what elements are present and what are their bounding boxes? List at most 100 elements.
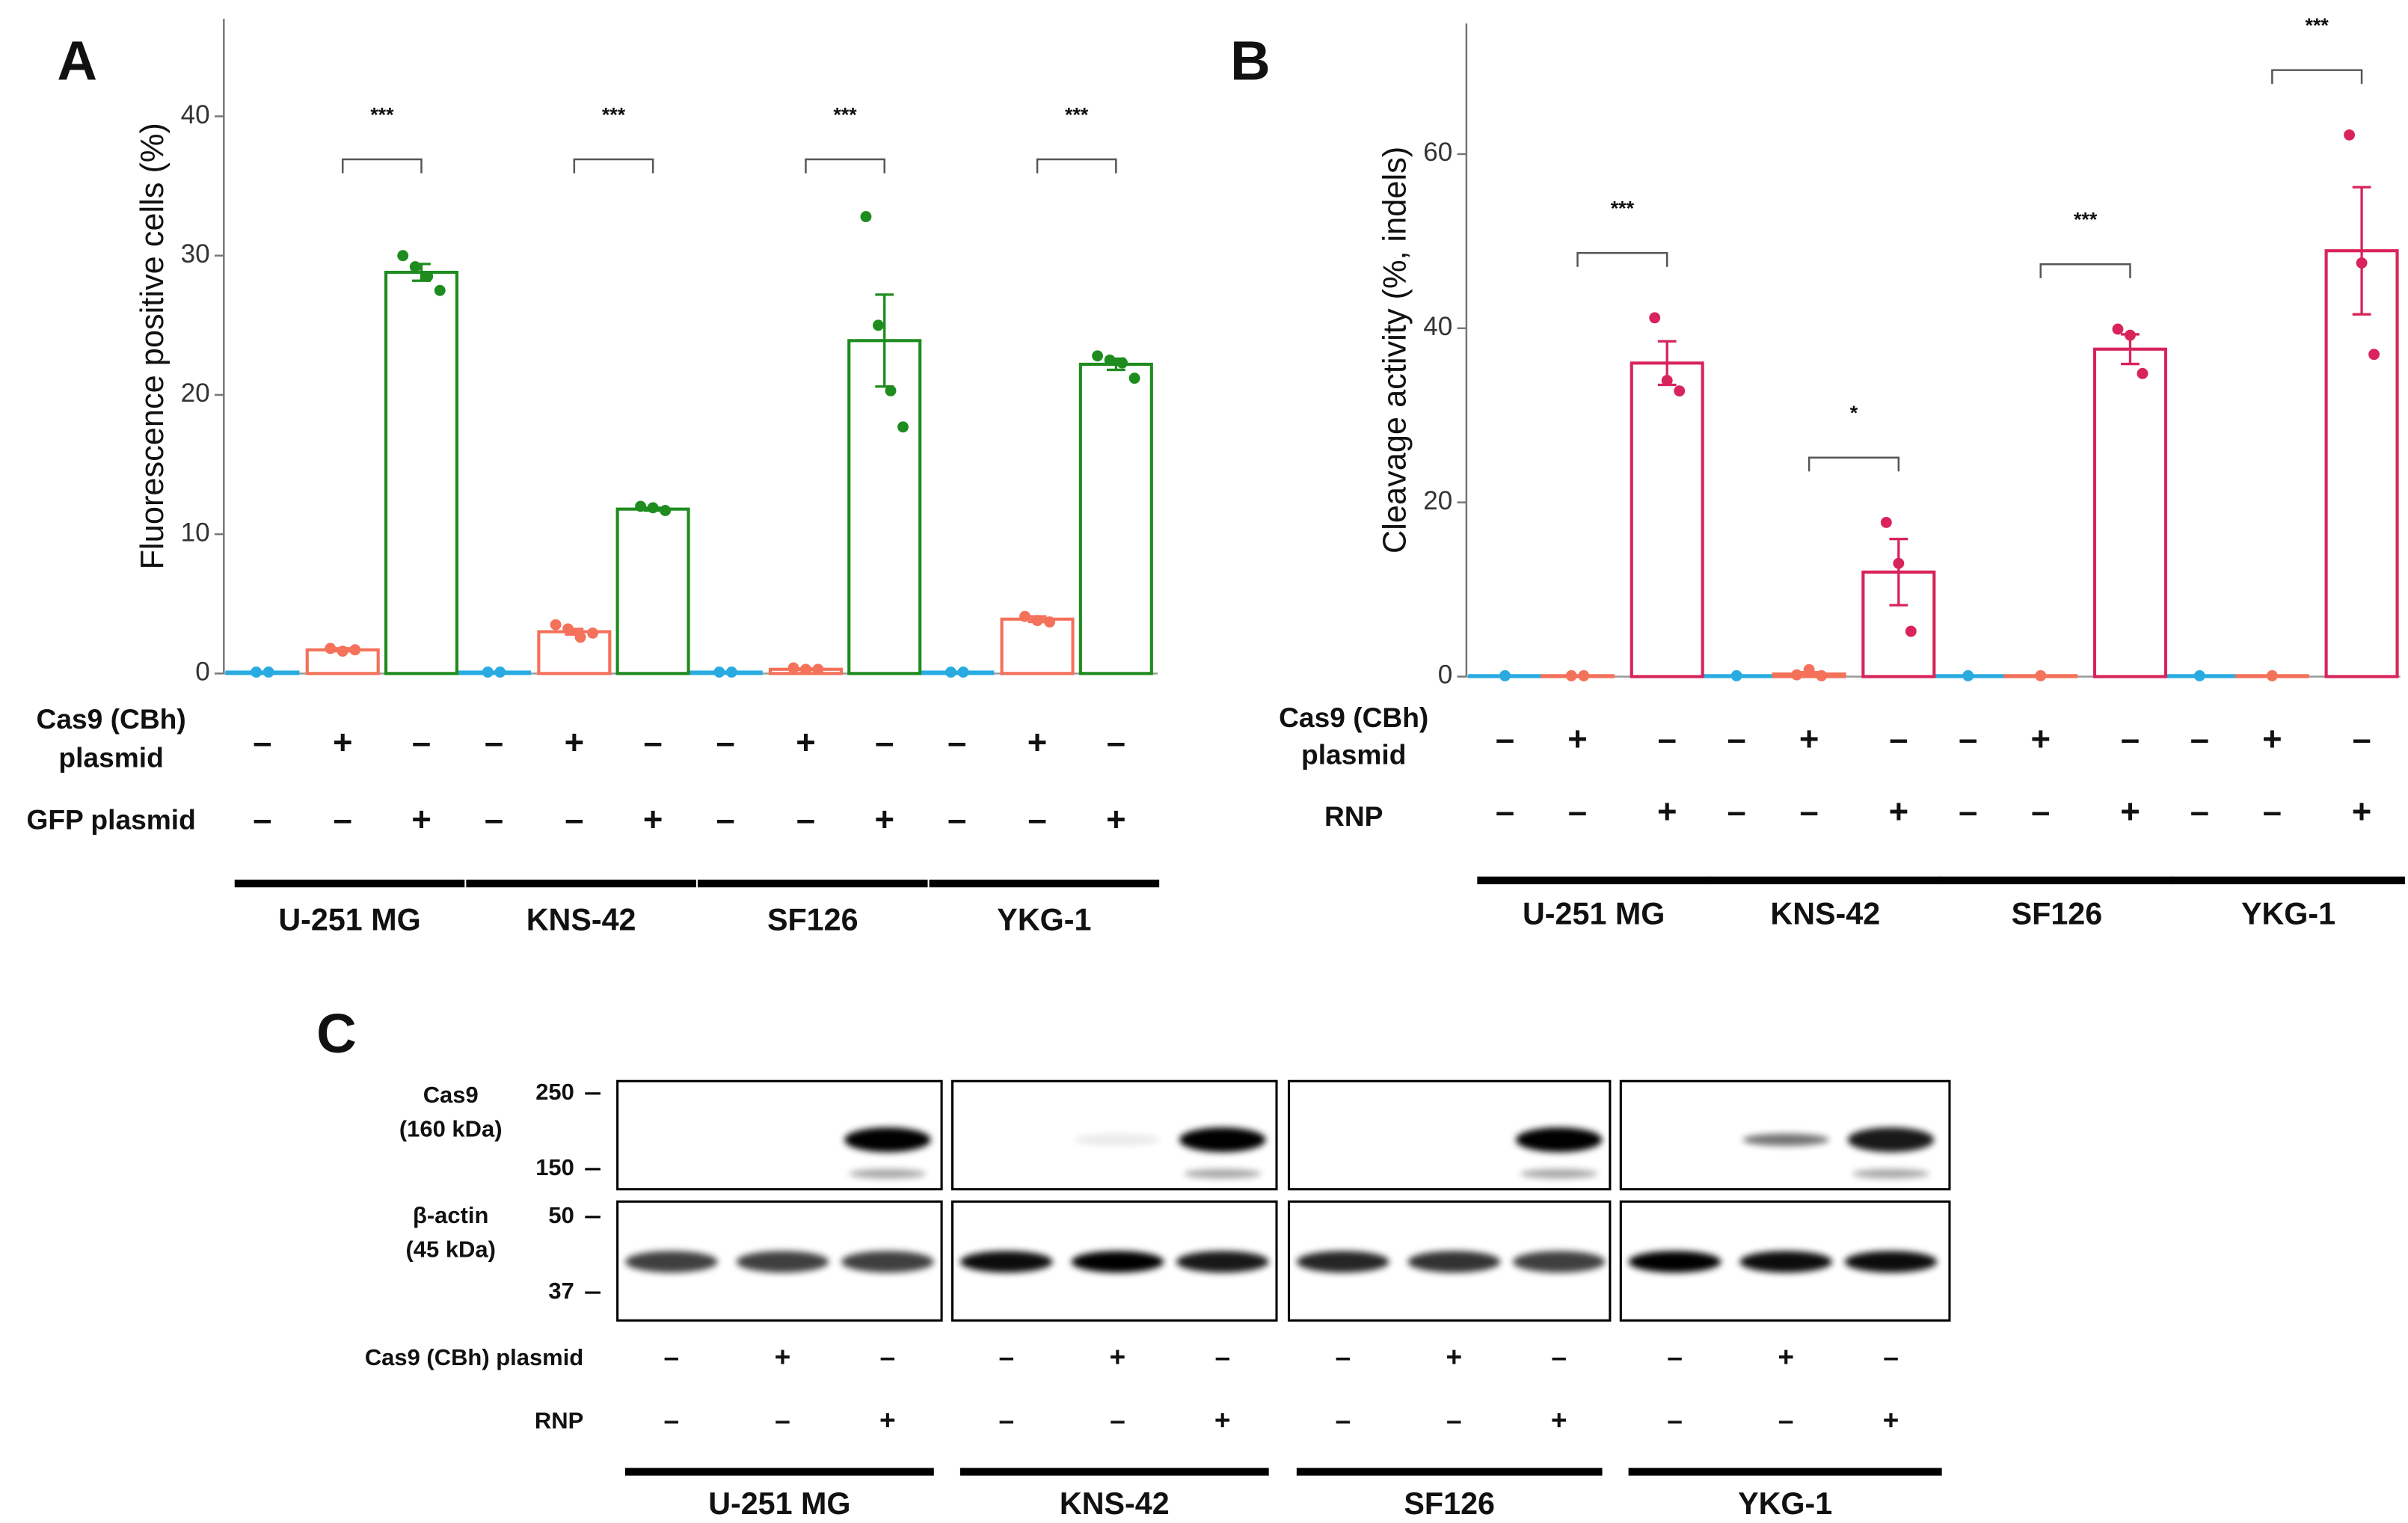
data-point [957,666,969,678]
data-point [2356,257,2368,269]
condition-sign: – [1446,1404,1462,1435]
data-point [482,666,494,678]
bar [2324,249,2399,678]
significance-label: *** [602,103,626,126]
condition-sign: – [998,1341,1014,1373]
condition-sign: – [1658,720,1677,758]
condition-sign: – [664,1404,680,1435]
blot-band [1847,1127,1935,1153]
blot-row-name: Cas9 [423,1082,479,1108]
blot-band [1184,1168,1262,1179]
condition-sign: – [1335,1404,1351,1435]
condition-label: RNP [1324,800,1383,832]
data-point [1893,557,1905,569]
condition-sign: + [565,723,585,761]
significance-label: *** [2074,209,2098,231]
condition-sign: – [2190,792,2209,830]
significance-label: * [1850,402,1858,424]
blot-band [1742,1133,1829,1146]
condition-sign: + [1883,1404,1899,1435]
condition-label: Cas9 (CBh) [1279,702,1428,733]
condition-sign: – [1496,792,1514,830]
condition-sign: – [775,1404,790,1435]
condition-sign: + [1657,792,1677,830]
data-point [2344,129,2355,141]
condition-sign: – [1889,720,1908,758]
significance-bracket [805,158,885,174]
x-tick-label: KNS-42 [1770,896,1880,931]
condition-sign: – [2121,720,2140,758]
condition-sign: – [334,800,352,839]
y-tick-label: 30 [181,239,210,269]
significance-label: *** [1611,197,1635,219]
data-point [1128,373,1140,384]
condition-sign: – [2031,792,2050,830]
blot-band [1176,1251,1269,1273]
group-underline [959,1468,1269,1476]
blot-band [624,1251,718,1273]
blot-band [1407,1251,1501,1273]
data-point [1816,669,1828,681]
condition-sign: + [796,723,816,761]
condition-sign: – [1778,1404,1794,1435]
condition-sign: – [1667,1341,1683,1373]
data-point [885,384,897,396]
group-underline [1477,876,1711,885]
condition-sign: – [485,723,503,761]
condition-sign: – [565,800,583,839]
data-point [1019,610,1031,622]
data-point [251,666,262,678]
data-point [1117,357,1128,369]
significance-label: *** [370,103,394,126]
y-tick-label: 0 [195,658,210,687]
condition-label: plasmid [1301,739,1406,770]
condition-sign: + [2352,792,2372,830]
condition-sign: – [643,723,662,761]
data-point [1661,375,1673,387]
data-point [873,319,884,331]
bar [847,339,922,675]
panel-letter: C [316,1002,357,1064]
significance-bracket [1036,158,1117,174]
group-underline [697,879,928,888]
y-tick-label: 20 [1423,486,1452,515]
group-underline [2172,876,2405,885]
bar [1630,361,1704,678]
bar [225,670,300,675]
y-tick-label: 60 [1423,138,1452,167]
data-point [2266,669,2278,681]
significance-bracket [2039,263,2131,278]
data-point [1044,616,1056,628]
y-axis-label: Cleavage activity (%, indels) [1377,147,1413,554]
condition-sign: – [253,723,271,761]
data-point [562,623,574,635]
x-tick-label: SF126 [767,903,859,937]
data-point [1791,669,1803,681]
condition-sign: + [874,800,894,839]
x-tick-label: YKG-1 [2241,896,2335,931]
significance-bracket [1576,251,1668,267]
condition-sign: – [1496,720,1514,758]
data-point [2125,329,2136,341]
blot-band [1179,1127,1266,1153]
condition-sign: – [716,723,734,761]
data-point [337,646,348,657]
condition-label: RNP [535,1408,583,1434]
condition-sign: – [998,1404,1014,1435]
bar [920,670,995,675]
data-point [494,666,506,678]
significance-bracket [2271,69,2363,85]
group-underline [1940,876,2174,885]
data-point [635,500,647,512]
data-point [262,666,274,678]
condition-sign: – [1107,723,1125,761]
condition-sign: – [1799,792,1818,830]
blot-band [844,1127,931,1153]
blot-band [736,1251,829,1273]
data-point [397,250,409,262]
condition-sign: – [1727,720,1745,758]
blot-band [959,1251,1053,1273]
condition-sign: – [412,723,431,761]
group-underline [1708,876,1942,885]
group-underline [466,879,696,888]
